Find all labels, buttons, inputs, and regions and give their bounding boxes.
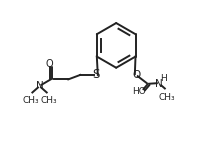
Text: HO: HO xyxy=(132,87,146,96)
Text: S: S xyxy=(93,68,100,81)
Text: O: O xyxy=(46,59,53,69)
Text: CH₃: CH₃ xyxy=(158,93,175,102)
Text: CH₃: CH₃ xyxy=(40,96,57,105)
Text: N: N xyxy=(36,81,43,91)
Text: CH₃: CH₃ xyxy=(22,96,39,105)
Text: H: H xyxy=(160,74,167,83)
Text: O: O xyxy=(132,70,140,80)
Text: N: N xyxy=(155,79,163,89)
